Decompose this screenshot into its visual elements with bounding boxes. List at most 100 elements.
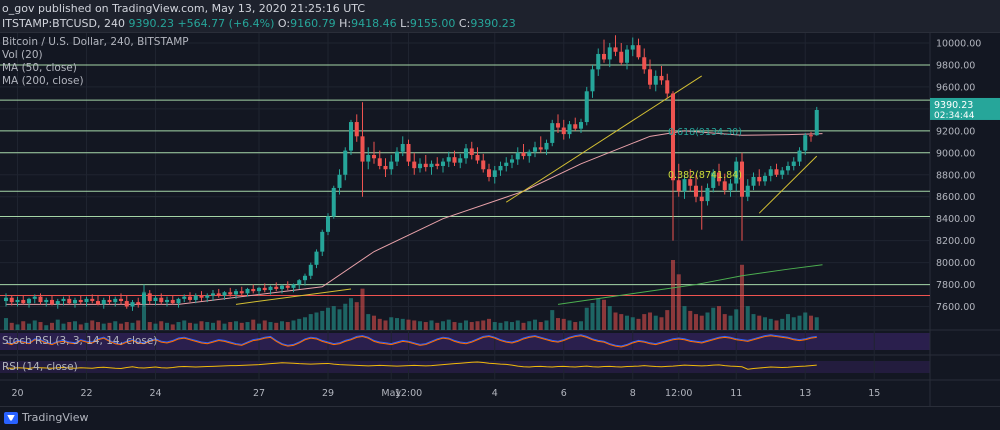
volume-bar xyxy=(762,317,768,330)
candle-body xyxy=(251,288,256,292)
volume-bar xyxy=(274,322,279,330)
candle-body xyxy=(21,299,26,304)
volume-bar xyxy=(400,318,405,330)
volume-bar xyxy=(245,322,250,330)
candle-body xyxy=(256,287,262,292)
candle-body xyxy=(308,264,313,276)
candle-body xyxy=(515,152,520,160)
candle-body xyxy=(291,284,296,288)
candle-body xyxy=(659,75,664,81)
x-tick-label: 29 xyxy=(322,388,334,399)
candle-body xyxy=(728,183,733,191)
candle-body xyxy=(469,148,474,155)
candle-body xyxy=(463,148,469,159)
candle-body xyxy=(113,298,118,303)
volume-bar xyxy=(435,322,440,330)
volume-bar xyxy=(314,312,319,330)
y-tick-label: 8200.00 xyxy=(936,236,975,247)
legend-ma200[interactable]: MA (200, close) xyxy=(2,75,84,87)
volume-bar xyxy=(653,315,658,330)
candle-body xyxy=(561,127,566,135)
volume-bar xyxy=(325,307,331,330)
candle-body xyxy=(734,161,739,184)
legend-title[interactable]: Bitcoin / U.S. Dollar, 240, BITSTAMP xyxy=(2,36,189,48)
legend-volume[interactable]: Vol (20) xyxy=(2,49,43,61)
candle-body xyxy=(394,151,400,162)
candle-body xyxy=(797,150,802,162)
volume-bar xyxy=(647,312,653,330)
candle-body xyxy=(3,297,9,302)
trendline xyxy=(758,155,818,214)
volume-bar xyxy=(458,322,463,330)
volume-bar xyxy=(728,315,733,330)
volume-bar xyxy=(659,317,664,330)
candle-body xyxy=(475,154,480,161)
legend-stoch-rsi[interactable]: Stoch RSI (3, 3, 14, 14, close) xyxy=(2,335,158,347)
volume-bar xyxy=(780,318,785,330)
candle-body xyxy=(337,174,342,188)
candle-body xyxy=(739,161,745,197)
price-change: +564.77 (+6.4%) xyxy=(177,17,275,30)
candle-body xyxy=(222,292,227,296)
candle-body xyxy=(498,165,503,171)
candle-body xyxy=(141,293,147,305)
volume-bar xyxy=(676,274,681,330)
volume-bar xyxy=(15,324,20,330)
volume-bar xyxy=(383,320,388,330)
volume-bar xyxy=(532,319,538,330)
candle-body xyxy=(567,124,572,135)
candle-body xyxy=(619,51,624,63)
legend-rsi[interactable]: RSI (14, close) xyxy=(2,361,78,373)
candle-body xyxy=(32,296,37,299)
volume-bar xyxy=(509,322,515,330)
volume-bar xyxy=(469,322,474,330)
candle-body xyxy=(492,170,497,177)
stoch-k-line xyxy=(5,334,817,347)
volume-bar xyxy=(699,315,704,330)
volume-bar xyxy=(118,323,124,330)
chart-header: o_gov published on TradingView.com, May … xyxy=(0,0,1000,33)
x-tick-label: 20 xyxy=(11,388,23,399)
candle-body xyxy=(147,293,152,302)
volume-bar xyxy=(688,310,693,330)
volume-bar xyxy=(90,320,95,330)
volume-bar xyxy=(164,322,170,330)
y-tick-label: 8600.00 xyxy=(936,192,975,203)
candle-body xyxy=(630,45,635,50)
candle-body xyxy=(343,150,348,175)
candle-body xyxy=(590,69,595,92)
tradingview-logo[interactable]: TradingView xyxy=(4,411,88,424)
candle-body xyxy=(601,53,607,60)
volume-bar xyxy=(302,317,308,330)
volume-bar xyxy=(734,309,739,330)
candle-body xyxy=(130,302,135,307)
candle-body xyxy=(90,298,95,302)
x-tick-label: 6 xyxy=(561,388,567,399)
volume-bar xyxy=(199,321,204,330)
close-label: C: xyxy=(458,17,471,30)
volume-bar xyxy=(55,319,60,330)
candle-body xyxy=(647,69,653,85)
candle-body xyxy=(780,170,785,175)
volume-bar xyxy=(308,314,313,330)
legend-ma50[interactable]: MA (50, close) xyxy=(2,62,77,74)
tradingview-icon xyxy=(4,411,18,424)
candle-body xyxy=(412,161,417,169)
volume-bar xyxy=(377,318,382,330)
candle-body xyxy=(596,53,601,70)
volume-bar xyxy=(21,321,26,330)
volume-bar xyxy=(486,318,492,330)
candle-body xyxy=(452,157,457,163)
volume-bar xyxy=(285,322,290,330)
volume-bar xyxy=(751,314,756,330)
volume-bar xyxy=(32,320,37,330)
volume-bar xyxy=(596,298,601,330)
close-value: 9390.23 xyxy=(470,17,516,30)
candle-body xyxy=(325,216,331,232)
candle-body xyxy=(9,297,14,303)
volume-bar xyxy=(193,323,198,330)
candle-body xyxy=(722,181,727,191)
candle-body xyxy=(417,163,423,169)
candle-body xyxy=(676,180,681,192)
